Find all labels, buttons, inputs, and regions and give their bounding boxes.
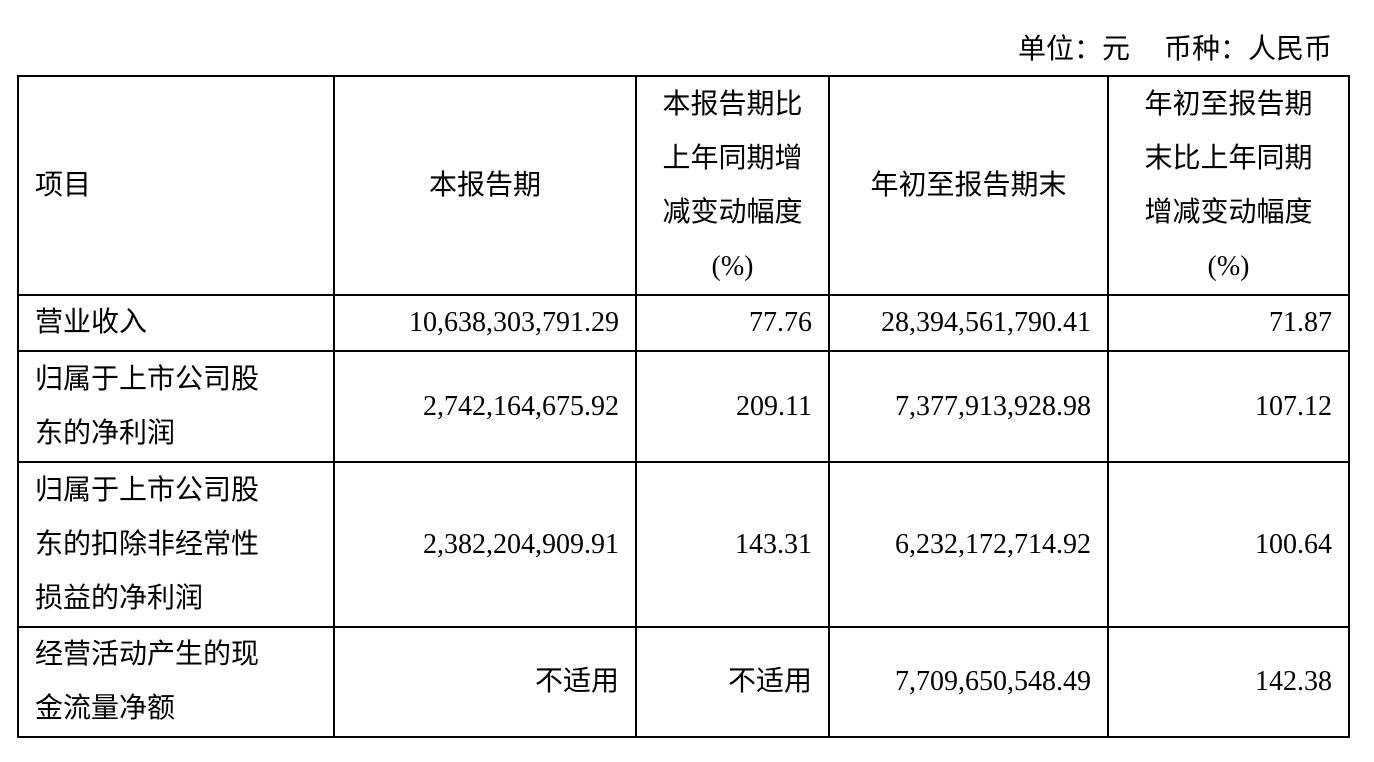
table: 项目 本报告期 本报告期比上年同期增减变动幅度 (%) 年初至报告期末 年初至报告期 末比上… [17,75,1350,738]
text-line: 末比上年同期 [1144,142,1313,174]
cell: 107.12 [1107,350,1350,463]
text-line: 项目 [35,169,92,201]
text-line: 损益的净利润 [35,582,204,614]
cell: 2,742,164,675.92 [333,350,637,463]
cell: 142.38 [1107,626,1350,738]
row-label: 经营活动产生的现 金流量净额 [17,626,335,738]
text-line: 归属于上市公司股 [35,474,260,506]
cell: 100.64 [1107,461,1350,628]
column-header: 年初至报告期末 [828,75,1109,296]
cell: 209.11 [635,350,830,463]
text-line: 减变动幅度 [662,196,803,228]
text-line: 年初至报告期末 [870,169,1067,201]
column-header: 年初至报告期 末比上年同期 增减变动幅度 (%) [1107,75,1350,296]
cell: 71.87 [1107,294,1350,352]
row-label: 营业收入 [17,294,335,352]
text-line: 东的净利润 [35,417,176,449]
text-line: 经营活动产生的现 [35,639,260,670]
text-line: (%) [1207,250,1250,282]
text-line: 营业收入 [35,307,148,338]
unit: 单位：元 [1017,34,1130,65]
cell: 7,709,650,548.49 [828,626,1109,738]
cell: 6,232,172,714.92 [828,461,1109,628]
currency: 币种：人民币 [1163,34,1332,65]
text-line: 本报告期 [428,169,541,201]
cell: 不适用 [635,626,830,738]
column-header: 本报告期 [333,75,637,296]
table-row: 归属于上市公司股 东的扣除非经常性 损益的净利润 2,382,204,909.91 14… [17,461,1350,628]
column-header: 本报告期比上年同期增减变动幅度 (%) [635,75,830,296]
text-line: 归属于上市公司股 [35,363,260,395]
text-line: 上年同期增 [662,142,803,174]
text-line: 东的扣除非经常性 [35,528,260,560]
row-label: 归属于上市公司股 东的净利润 [17,350,335,463]
text-line: 本报告期比 [662,88,803,120]
unit-line: 单位：元 币种：人民币 [1018,28,1332,72]
cell: 不适用 [333,626,637,738]
cell: 28,394,561,790.41 [828,294,1109,352]
column-header: 项目 [17,75,335,296]
cell: 2,382,204,909.91 [333,461,637,628]
text-line: 金流量净额 [35,693,176,724]
cell: 10,638,303,791.29 [333,294,637,352]
cell: 143.31 [635,461,830,628]
cell: 77.76 [635,294,830,352]
text-line: (%) [711,250,754,282]
text-line: 年初至报告期 [1144,88,1313,120]
text-line: 增减变动幅度 [1144,196,1313,228]
table-row: 经营活动产生的现 金流量净额 不适用 不适用 7,709,650,548.49 142.3… [17,626,1350,738]
row-label: 归属于上市公司股 东的扣除非经常性 损益的净利润 [17,461,335,628]
table-row: 营业收入 10,638,303,791.29 77.76 28,394,561,790… [17,294,1350,352]
table-row: 归属于上市公司股 东的净利润 2,742,164,675.92 209.11 7,377… [17,350,1350,463]
cell: 7,377,913,928.98 [828,350,1109,463]
header-row: 项目 本报告期 本报告期比上年同期增减变动幅度 (%) 年初至报告期末 年初至报告期 末比上… [17,75,1350,296]
